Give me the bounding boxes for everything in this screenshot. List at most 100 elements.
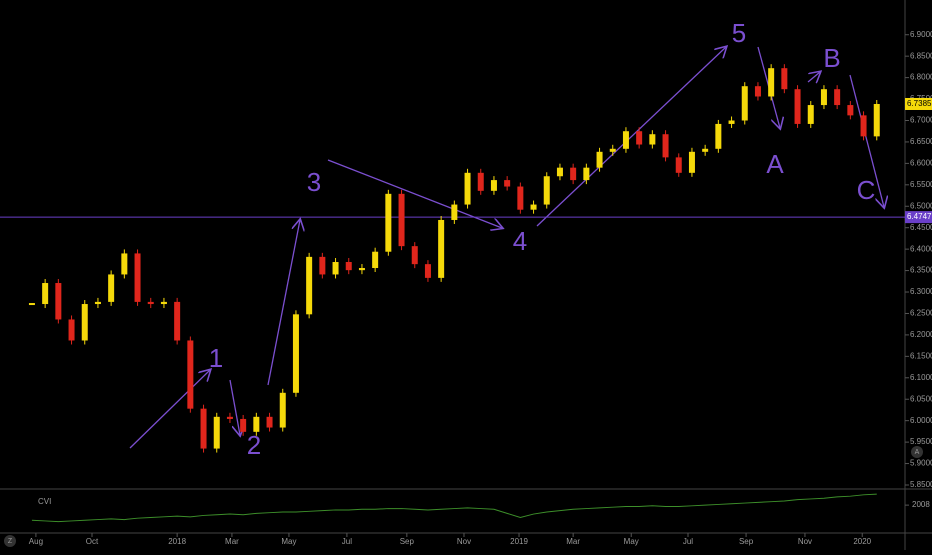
y-tick-label: 6.0500 bbox=[910, 394, 932, 403]
y-tick-label: 6.8000 bbox=[910, 73, 932, 82]
wave-label: 3 bbox=[307, 167, 321, 197]
candle bbox=[306, 256, 313, 315]
wave-label: 4 bbox=[513, 226, 527, 256]
y-tick-label: 6.1000 bbox=[910, 373, 932, 382]
x-tick-label: Mar bbox=[566, 537, 580, 546]
candle bbox=[622, 131, 629, 149]
x-tick-label: Jul bbox=[342, 537, 352, 546]
candle bbox=[583, 167, 590, 181]
x-tick-label: Oct bbox=[86, 537, 99, 546]
candle bbox=[226, 416, 233, 419]
x-tick-label: Nov bbox=[798, 537, 812, 546]
candle bbox=[451, 204, 458, 220]
y-tick-label: 6.5500 bbox=[910, 180, 932, 189]
candle bbox=[741, 86, 748, 121]
candle bbox=[398, 193, 405, 247]
candle bbox=[636, 131, 643, 145]
y-tick-label: 5.8500 bbox=[910, 480, 932, 489]
x-tick-label: May bbox=[281, 537, 296, 546]
candle bbox=[279, 392, 286, 428]
candle bbox=[385, 193, 392, 252]
x-tick-label: Jul bbox=[683, 537, 693, 546]
x-tick-label: Mar bbox=[225, 537, 239, 546]
candle bbox=[240, 418, 247, 432]
candle bbox=[702, 148, 709, 152]
candle bbox=[675, 157, 682, 173]
indicator-name: CVI bbox=[38, 497, 51, 506]
candle bbox=[715, 123, 722, 149]
wave-arrow bbox=[129, 370, 210, 449]
wave-label: C bbox=[857, 175, 876, 205]
x-tick-label: 2019 bbox=[510, 537, 528, 546]
candle bbox=[187, 340, 194, 409]
candle bbox=[332, 262, 339, 275]
corner-button[interactable] bbox=[911, 446, 923, 458]
candle bbox=[543, 176, 550, 205]
candle bbox=[517, 186, 524, 210]
candle bbox=[570, 167, 577, 181]
candle bbox=[688, 151, 695, 173]
candle bbox=[860, 115, 867, 137]
indicator-tick-label: 2008 bbox=[912, 500, 930, 509]
candle bbox=[253, 416, 260, 432]
y-tick-label: 5.9500 bbox=[910, 437, 932, 446]
wave-arrow bbox=[536, 47, 726, 227]
candle bbox=[794, 89, 801, 124]
candle bbox=[68, 319, 75, 341]
y-tick-label: 6.7000 bbox=[910, 116, 932, 125]
y-tick-label: 6.8500 bbox=[910, 51, 932, 60]
candle bbox=[438, 219, 445, 278]
wave-label: 2 bbox=[247, 430, 261, 460]
candle bbox=[108, 274, 115, 302]
candle bbox=[160, 301, 167, 305]
candle bbox=[411, 246, 418, 265]
candle bbox=[768, 68, 775, 97]
price-tag bbox=[905, 211, 932, 224]
wave-arrow bbox=[807, 72, 820, 82]
candle bbox=[477, 172, 484, 191]
candle bbox=[42, 283, 49, 305]
candle bbox=[728, 120, 735, 124]
candle bbox=[81, 304, 88, 341]
candle bbox=[134, 253, 141, 302]
candle bbox=[530, 204, 537, 210]
y-tick-label: 6.1500 bbox=[910, 351, 932, 360]
candle bbox=[807, 105, 814, 124]
candle bbox=[319, 256, 326, 275]
candle bbox=[266, 416, 273, 428]
wave-arrow bbox=[267, 220, 300, 386]
wave-arrow bbox=[229, 379, 240, 435]
candle bbox=[358, 268, 365, 271]
candle bbox=[28, 303, 35, 306]
x-tick-label: May bbox=[624, 537, 639, 546]
y-tick-label: 6.6500 bbox=[910, 137, 932, 146]
candle bbox=[200, 408, 207, 449]
candle bbox=[464, 172, 471, 205]
y-tick-label: 6.0000 bbox=[910, 416, 932, 425]
x-tick-label: Sep bbox=[739, 537, 754, 546]
y-tick-label: 6.3000 bbox=[910, 287, 932, 296]
corner-button-label: A bbox=[915, 449, 920, 456]
wave-label: A bbox=[766, 149, 784, 179]
y-tick-label: 6.6000 bbox=[910, 158, 932, 167]
x-tick-label: Aug bbox=[29, 537, 43, 546]
candle bbox=[121, 253, 128, 275]
y-tick-label: 6.4500 bbox=[910, 223, 932, 232]
candle bbox=[609, 148, 616, 152]
x-tick-label: Sep bbox=[400, 537, 415, 546]
y-tick-label: 6.4000 bbox=[910, 244, 932, 253]
candle bbox=[556, 167, 563, 177]
candle bbox=[55, 283, 62, 320]
y-tick-label: 6.5000 bbox=[910, 201, 932, 210]
candle bbox=[424, 264, 431, 278]
candle bbox=[147, 301, 154, 305]
candle bbox=[662, 134, 669, 158]
x-tick-label: Nov bbox=[457, 537, 471, 546]
candle bbox=[292, 314, 299, 393]
candle bbox=[504, 180, 511, 187]
candle bbox=[372, 251, 379, 269]
candle bbox=[847, 105, 854, 116]
wave-label: B bbox=[823, 43, 840, 73]
corner-button[interactable] bbox=[4, 535, 16, 547]
